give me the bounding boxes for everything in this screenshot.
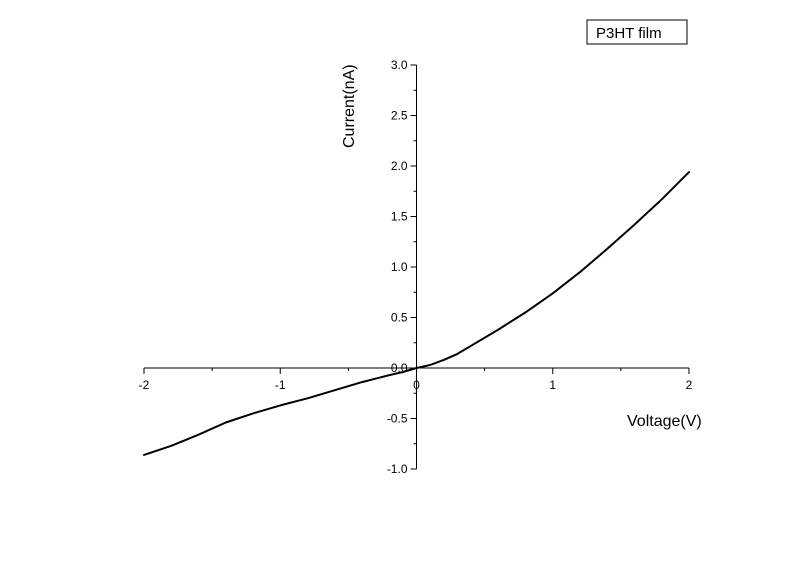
legend: P3HT film xyxy=(586,19,688,45)
y-tick-label: 3.0 xyxy=(391,58,408,72)
x-tick-label: 0 xyxy=(413,378,420,392)
y-tick-label: 2.5 xyxy=(391,109,408,123)
legend-entry-label: P3HT film xyxy=(596,25,662,42)
y-tick-label: -0.5 xyxy=(387,412,408,426)
x-tick-label: 1 xyxy=(549,378,556,392)
series xyxy=(143,171,690,456)
x-tick-label: -2 xyxy=(139,378,150,392)
y-tick-label: 1.0 xyxy=(391,260,408,274)
series-line xyxy=(143,171,690,456)
ticks: -2 -1 0 1 2-1.0-0.50.00.51.01.52.02.53.0 xyxy=(139,58,693,476)
legend-frame xyxy=(586,19,688,45)
y-tick-label: 2.0 xyxy=(391,159,408,173)
x-axis-title: Voltage(V) xyxy=(627,413,702,430)
x-tick-label: 2 xyxy=(686,378,693,392)
y-tick-label: 0.5 xyxy=(391,311,408,325)
y-tick-label: -1.0 xyxy=(387,462,408,476)
y-tick-label: 1.5 xyxy=(391,210,408,224)
y-axis-title: Current(nA) xyxy=(341,64,358,148)
x-tick-label: -1 xyxy=(275,378,286,392)
